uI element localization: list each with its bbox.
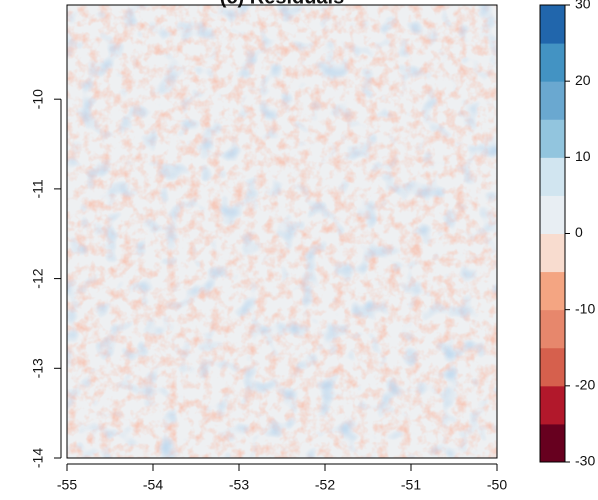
x-tick-label: -54	[143, 477, 163, 493]
colorbar-segment	[540, 424, 565, 462]
colorbar-segment	[540, 81, 565, 119]
y-tick-label: -14	[30, 448, 46, 468]
colorbar-tick-label: 30	[575, 0, 591, 12]
y-tick-label: -12	[30, 268, 46, 288]
x-tick-label: -53	[229, 477, 249, 493]
chart-title: (c) Residuals	[220, 0, 344, 8]
y-tick-label: -13	[30, 358, 46, 378]
x-tick-label: -52	[315, 477, 335, 493]
colorbar-segment	[540, 386, 565, 424]
map-chart: (c) Residuals -55 -54 -53 -52 -51 -50 -14 -13 -1…	[0, 0, 598, 500]
colorbar-segment	[540, 119, 565, 157]
y-tick-label: -10	[30, 89, 46, 109]
x-tick-label: -50	[487, 477, 507, 493]
colorbar-segment	[540, 43, 565, 81]
colorbar-tick-label: -30	[575, 453, 595, 469]
colorbar-tick-label: 20	[575, 72, 591, 88]
raster-layer	[67, 5, 497, 458]
colorbar-segment	[540, 272, 565, 310]
colorbar-tick-label: 10	[575, 148, 591, 164]
colorbar-segment	[540, 5, 565, 43]
colorbar-segment	[540, 195, 565, 233]
colorbar-segment	[540, 310, 565, 348]
colorbar-tick-label: 0	[575, 224, 583, 240]
colorbar-segment	[540, 234, 565, 272]
x-tick-label: -55	[57, 477, 77, 493]
colorbar-tick-label: -10	[575, 300, 595, 316]
colorbar-segment	[540, 157, 565, 195]
raster-texture	[67, 5, 497, 458]
colorbar-tick-label: -20	[575, 377, 595, 393]
colorbar-segment	[540, 348, 565, 386]
x-tick-label: -51	[401, 477, 421, 493]
y-tick-label: -11	[30, 179, 46, 198]
